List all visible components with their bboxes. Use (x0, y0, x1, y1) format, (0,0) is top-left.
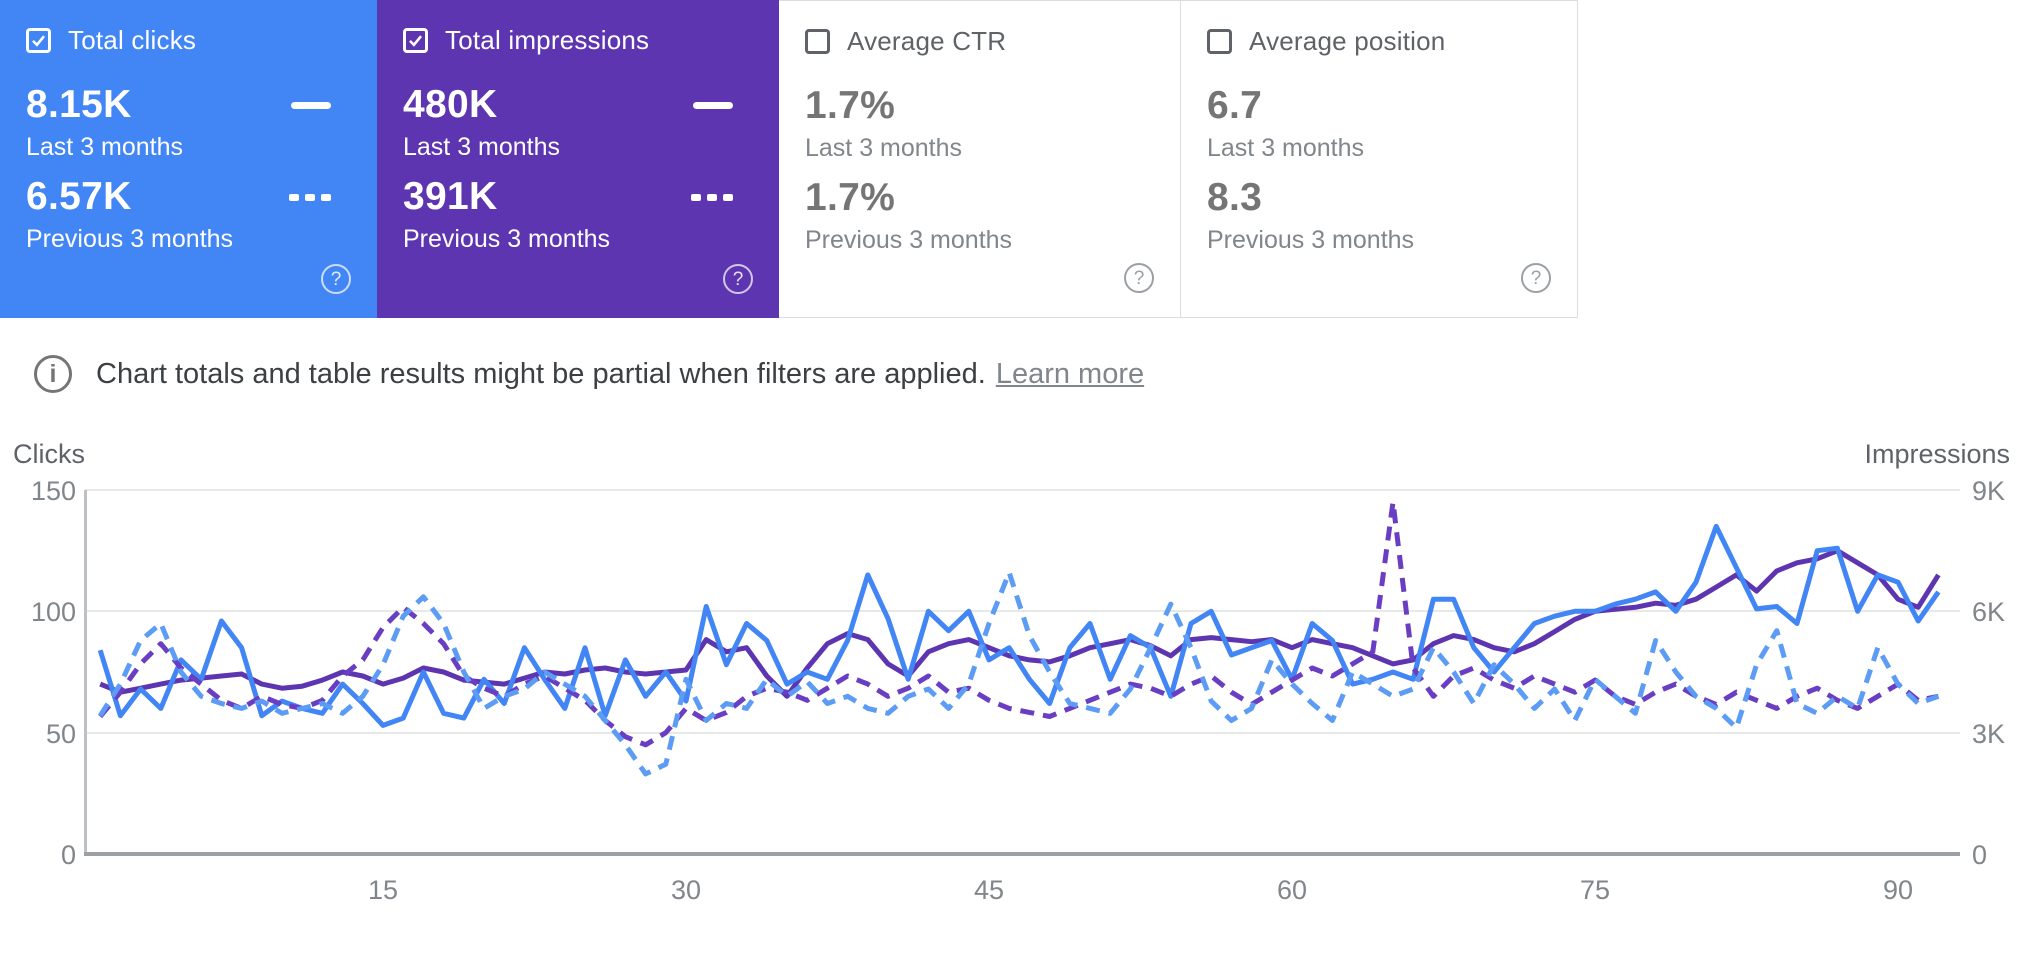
x-tick-label: 45 (973, 875, 1005, 905)
help-icon[interactable]: ? (1124, 263, 1154, 293)
x-tick-label: 15 (367, 875, 399, 905)
metric-period-current: Last 3 months (26, 133, 184, 161)
metric-value-current: 8.15K (26, 83, 132, 126)
metric-cards-row: Total clicks 8.15K Last 3 months 6.57K P… (0, 0, 1578, 318)
card-label: Total impressions (445, 24, 650, 55)
series-clicks-previous (98, 570, 1940, 777)
checkbox-unchecked-icon[interactable] (805, 28, 830, 54)
card-average-position[interactable]: Average position 6.7 Last 3 months 8.3 P… (1180, 0, 1578, 318)
dashed-line-legend-marker (289, 193, 331, 201)
info-icon: i (34, 355, 72, 393)
metric-value-current: 1.7% (805, 84, 896, 127)
right-tick-6k: 6K (1972, 597, 2006, 627)
x-tick-label: 30 (670, 875, 702, 905)
metric-value-current: 480K (403, 83, 498, 126)
x-tick-label: 90 (1882, 875, 1914, 905)
card-total-impressions[interactable]: Total impressions 480K Last 3 months 391… (377, 0, 779, 318)
metric-period-previous: Previous 3 months (26, 225, 234, 253)
notice-text: Chart totals and table results might be … (96, 357, 986, 390)
chart-lines (97, 499, 1941, 777)
partial-data-notice: i Chart totals and table results might b… (34, 354, 2024, 394)
x-tick-label: 75 (1579, 875, 1611, 905)
metric-period-current: Last 3 months (805, 134, 963, 162)
card-average-ctr[interactable]: Average CTR 1.7% Last 3 months 1.7% Prev… (779, 0, 1180, 318)
learn-more-link[interactable]: Learn more (995, 357, 1145, 390)
metric-value-previous: 6.57K (26, 175, 132, 218)
help-icon[interactable]: ? (321, 264, 351, 294)
right-tick-0: 0 (1972, 840, 1988, 870)
left-axis-title: Clicks (13, 439, 85, 469)
card-label: Total clicks (68, 24, 197, 55)
series-impressions-current (99, 548, 1941, 699)
solid-line-legend-marker (291, 101, 331, 109)
card-total-clicks-header: Total clicks (26, 24, 351, 56)
gridline-150 (85, 489, 1960, 491)
right-tick-9k: 9K (1972, 476, 2006, 506)
card-label: Average CTR (847, 25, 1007, 56)
series-clicks-current (97, 523, 1941, 728)
dashed-line-legend-marker (691, 193, 733, 201)
gridline-100 (85, 610, 1960, 612)
card-average-position-header: Average position (1207, 25, 1551, 57)
metric-value-previous: 391K (403, 175, 498, 218)
help-icon[interactable]: ? (723, 264, 753, 294)
metric-period-previous: Previous 3 months (403, 225, 611, 253)
metric-value-previous: 1.7% (805, 176, 896, 219)
x-tick-label: 60 (1276, 875, 1308, 905)
checkbox-unchecked-icon[interactable] (1207, 28, 1232, 54)
performance-chart: Clicks Impressions 150 100 50 0 9K 6K 3K… (0, 423, 2024, 939)
card-total-impressions-header: Total impressions (403, 24, 753, 56)
metric-value-previous: 8.3 (1207, 176, 1263, 219)
metric-value-current: 6.7 (1207, 84, 1263, 127)
right-tick-3k: 3K (1972, 719, 2006, 749)
right-axis-title: Impressions (1864, 439, 2010, 469)
help-icon[interactable]: ? (1521, 263, 1551, 293)
metric-period-current: Last 3 months (1207, 134, 1365, 162)
metric-period-current: Last 3 months (403, 133, 561, 161)
y-axis-line (84, 490, 87, 854)
checkmark-icon (32, 34, 46, 47)
solid-line-legend-marker (693, 101, 733, 109)
checkmark-icon (409, 34, 423, 47)
left-tick-50: 50 (45, 719, 76, 749)
card-total-clicks[interactable]: Total clicks 8.15K Last 3 months 6.57K P… (0, 0, 377, 318)
gridline-50 (85, 732, 1960, 734)
x-axis-line (84, 852, 1960, 856)
card-average-ctr-header: Average CTR (805, 25, 1154, 57)
checkbox-checked-icon[interactable] (403, 27, 428, 53)
checkbox-checked-icon[interactable] (26, 27, 51, 53)
left-tick-100: 100 (30, 597, 76, 627)
left-tick-150: 150 (30, 476, 76, 506)
metric-period-previous: Previous 3 months (805, 226, 1013, 254)
card-label: Average position (1249, 25, 1446, 56)
metric-period-previous: Previous 3 months (1207, 226, 1415, 254)
series-impressions-previous (98, 499, 1939, 748)
left-tick-0: 0 (60, 840, 76, 870)
